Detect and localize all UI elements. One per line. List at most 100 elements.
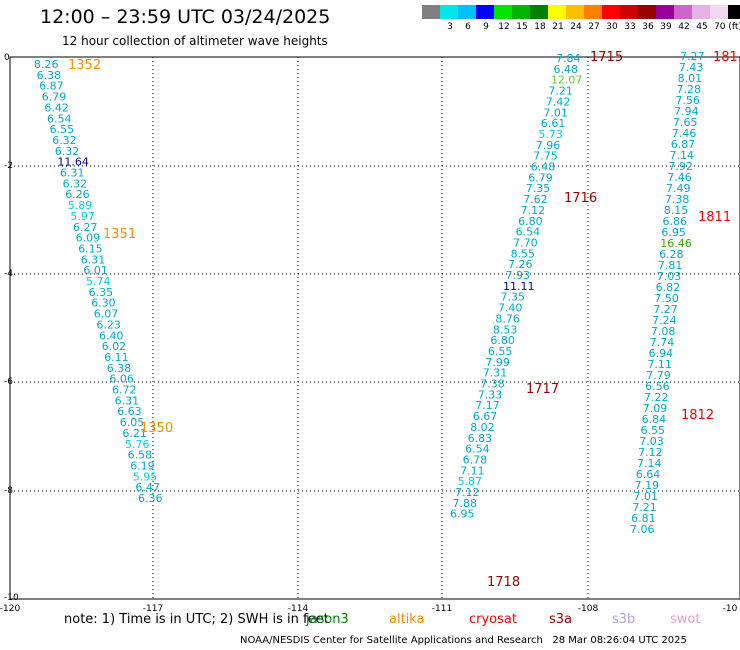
wave-height-value: 8.55: [511, 247, 535, 260]
wave-height-value: 6.32: [63, 177, 88, 190]
wave-height-value: 6.95: [661, 226, 686, 239]
wave-height-value: 7.21: [548, 85, 573, 98]
wave-height-value: 7.33: [478, 388, 503, 401]
wave-height-value: 7.92: [668, 160, 693, 173]
wave-height-value: 8.26: [34, 58, 59, 71]
pass-time-label: 181: [713, 50, 738, 65]
wave-height-value: 7.26: [508, 258, 533, 271]
wave-height-value: 6.19: [130, 459, 155, 472]
wave-height-value: 16.46: [660, 237, 692, 250]
wave-height-value: 6.23: [96, 318, 121, 331]
colorbar-label: 12: [498, 22, 510, 32]
map-subtitle: 12 hour collection of altimeter wave hei…: [62, 34, 328, 48]
colorbar-swatch: 39: [656, 5, 674, 32]
y-tick-label: -2: [4, 161, 13, 171]
colorbar-swatch: 33: [620, 5, 638, 32]
x-tick-label: -120: [0, 604, 20, 614]
pass-time-label: 1351: [103, 227, 136, 242]
pass-time-label: 1715: [590, 50, 623, 65]
wave-height-value: 7.01: [543, 106, 568, 119]
satellite-name: altika: [389, 612, 425, 627]
wave-height-value: 6.35: [89, 286, 114, 299]
wave-height-value: 6.63: [117, 405, 142, 418]
wave-height-value: 6.81: [631, 512, 656, 525]
colorbar-swatch: [422, 5, 440, 19]
colorbar-label: 42: [678, 22, 690, 32]
wave-height-value: 6.87: [39, 80, 64, 93]
satellite-name: swot: [670, 612, 701, 627]
colorbar-swatch: 24: [566, 5, 584, 32]
wave-height-value: 7.22: [644, 391, 669, 404]
wave-height-value: 6.48: [553, 63, 578, 76]
wave-height-value: 7.14: [637, 457, 662, 470]
wave-height-value: 7.31: [483, 367, 508, 380]
wave-height-value: 6.01: [83, 264, 108, 277]
colorbar-label: 24: [570, 22, 582, 32]
wave-height-value: 6.26: [65, 188, 90, 201]
wave-height-value: 6.07: [94, 308, 119, 321]
wave-height-value: 6.82: [656, 281, 681, 294]
wave-height-value: 5.97: [70, 210, 95, 223]
colorbar-label: 33: [624, 22, 636, 32]
wave-height-value: 5.87: [458, 475, 483, 488]
pass-time-label: 1350: [140, 421, 173, 436]
pass-time-label: 1717: [526, 382, 559, 397]
wave-height-value: 6.64: [636, 468, 661, 481]
wave-height-value: 6.05: [120, 416, 145, 429]
wave-height-value: 7.38: [665, 193, 690, 206]
colorbar-label: 21: [552, 22, 564, 32]
footer-credit: NOAA/NESDIS Center for Satellite Applica…: [240, 635, 687, 646]
wave-height-value: 6.27: [73, 221, 98, 234]
wave-height-value: 7.81: [658, 259, 683, 272]
wave-height-value: 6.09: [76, 232, 101, 245]
wave-height-value: 7.74: [650, 336, 675, 349]
wave-height-value: 6.58: [128, 449, 153, 462]
colorbar-label: 3: [447, 22, 453, 32]
wave-height-value: 7.94: [674, 105, 699, 118]
wave-height-value: 7.42: [546, 95, 571, 108]
wave-height-value: 7.56: [675, 94, 700, 107]
wave-height-value: 7.93: [506, 269, 531, 282]
colorbar-label: 9: [483, 22, 489, 32]
wave-height-value: 7.43: [679, 61, 704, 74]
wave-height-value: 8.53: [493, 323, 518, 336]
wave-height-value: 6.42: [44, 101, 69, 114]
wave-height-value: 8.02: [470, 421, 495, 434]
wave-height-value: 7.88: [453, 497, 478, 510]
pass-time-label: 1352: [68, 58, 101, 73]
colorbar-label: 15: [516, 22, 528, 32]
wave-height-value: 7.28: [677, 83, 702, 96]
x-tick-label: -111: [432, 604, 452, 614]
wave-height-value: 7.03: [657, 270, 682, 283]
wave-height-value: 7.24: [652, 314, 677, 327]
colorbar-label: 6: [465, 22, 471, 32]
colorbar-label: 27: [588, 22, 600, 32]
wave-height-value: 6.40: [99, 329, 124, 342]
colorbar-swatch: 27: [584, 5, 602, 32]
x-tick-label: -108: [578, 604, 599, 614]
colorbar-swatch: 30: [602, 5, 620, 32]
wave-height-value: 6.83: [468, 432, 493, 445]
wave-height-value: 6.80: [490, 334, 515, 347]
pass-time-label: 1716: [564, 191, 597, 206]
colorbar-label: 30: [606, 22, 618, 32]
color-scale-legend: 3 6 9 12 15 18 21 24 27 30 33 36 39 42 45 70 (ft): [422, 5, 740, 32]
wave-height-value: 6.86: [663, 215, 688, 228]
wave-height-value: 7.03: [639, 435, 664, 448]
wave-height-value: 7.99: [485, 356, 510, 369]
wave-height-value: 7.06: [630, 523, 655, 536]
wave-height-value: 6.84: [642, 413, 667, 426]
pass-time-label: 1811: [698, 210, 731, 225]
pass-time-label: 1718: [487, 575, 520, 590]
colorbar-label: 39: [660, 22, 672, 32]
wave-height-value: 6.94: [649, 347, 674, 360]
colorbar-swatch: 3: [440, 5, 458, 32]
colorbar-swatch: 18: [530, 5, 548, 32]
wave-height-value: 6.31: [115, 394, 140, 407]
colorbar-swatch: 70 (ft): [710, 5, 740, 32]
wave-height-value: 6.67: [473, 410, 498, 423]
y-tick-label: -8: [4, 486, 13, 496]
wave-height-value: 7.12: [638, 446, 663, 459]
satellite-name: jason3: [306, 612, 349, 627]
